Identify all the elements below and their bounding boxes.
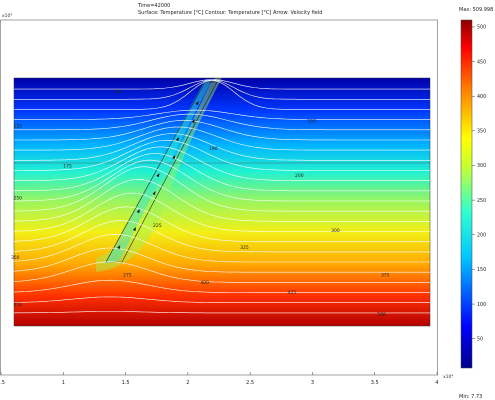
contour-label: 100 (113, 89, 122, 95)
velocity-arrow (152, 190, 156, 196)
x-tick-label: 3 (311, 380, 314, 386)
isotherm-line (14, 79, 430, 100)
contour-labels: 100 125 150 175 190 200 225 250 275 300 325 350 375 4… (11, 89, 390, 318)
x-tick-label: 2 (186, 380, 189, 386)
isotherm-line (14, 220, 430, 253)
plume-warm-band (96, 78, 222, 272)
isotherm-line (14, 311, 430, 314)
contour-label: 250 (13, 196, 22, 202)
velocity-arrows (117, 100, 199, 250)
velocity-arrow (191, 118, 195, 124)
velocity-arrow (117, 244, 121, 250)
colorbar-gradient (460, 19, 473, 369)
colorbar-tick-label: 200 (477, 232, 486, 238)
isotherm-line (14, 247, 430, 273)
contour-label: 125 (13, 124, 22, 130)
velocity-arrow (136, 208, 140, 214)
contour-label: 225 (153, 223, 162, 229)
colorbar-tick-label: 50 (477, 336, 483, 342)
contour-label: 350 (11, 255, 20, 261)
velocity-arrow (175, 136, 180, 142)
isotherm-line (14, 153, 430, 192)
x-tick-label: 2.5 (246, 380, 254, 386)
isotherm-line (14, 126, 430, 151)
x-tick-label: 0.5 (0, 380, 5, 386)
colorbar-max-label: Max: 509.998 (459, 7, 493, 13)
colorbar-tick-label: 400 (477, 94, 486, 100)
x-tick-label: 1.5 (122, 380, 130, 386)
contour-label: 375 (381, 272, 390, 278)
x-tick-label: 3.5 (371, 380, 379, 386)
isotherm-line (14, 233, 430, 263)
plot-description: Surface: Temperature [°C] Contour: Tempe… (138, 10, 323, 16)
contour-label: 450 (13, 302, 22, 308)
contour-label: 500 (377, 312, 386, 318)
x-tick-label: 4 (435, 380, 438, 386)
isotherm-line (14, 166, 430, 212)
plume-anomaly (96, 78, 222, 272)
colorbar-tick-label: 100 (477, 302, 486, 308)
colorbar-ticks: 500 450 400 350 300 250 200 150 100 50 (472, 25, 486, 342)
y-exponent-label: x10⁴ (2, 14, 13, 19)
colorbar: Max: 509.998 Min: 7.73 500 450 400 350 300 25… (459, 7, 493, 400)
velocity-arrow (172, 154, 176, 160)
isotherm-line (14, 133, 430, 161)
isotherm-line (14, 113, 430, 131)
time-label: Time=42000 (138, 3, 171, 9)
x-exponent-label: x10⁴ (443, 375, 454, 380)
colorbar-tick-label: 500 (477, 25, 486, 31)
colorbar-min-label: Min: 7.73 (459, 394, 482, 400)
contour-label: 425 (288, 290, 297, 296)
velocity-arrow (156, 172, 160, 178)
isotherm-line (14, 159, 430, 202)
x-axis: 0.5 1 1.5 2 2.5 3 3.5 4 (0, 372, 439, 386)
contour-label: 400 (200, 280, 209, 286)
isotherm-line (14, 261, 430, 283)
isotherm-line (14, 109, 430, 120)
colorbar-tick-label: 450 (477, 59, 486, 65)
contour-label: 325 (240, 245, 249, 251)
x-tick-label: 1 (62, 380, 65, 386)
isotherm-line (14, 139, 430, 171)
contour-label: 300 (331, 228, 340, 234)
contour-label: 175 (63, 163, 72, 169)
contour-label: 200 (295, 173, 304, 179)
velocity-arrow (195, 100, 199, 106)
isotherm-line (14, 296, 430, 303)
isotherm-line (14, 279, 430, 293)
colorbar-tick-label: 250 (477, 198, 486, 204)
contour-label: 190 (209, 146, 218, 152)
isotherm-line (14, 179, 430, 222)
colorbar-tick-label: 150 (477, 267, 486, 273)
colorbar-tick-label: 350 (477, 129, 486, 135)
isotherm-line (14, 120, 430, 141)
isotherm-line (14, 192, 430, 232)
contour-label: 275 (123, 272, 132, 278)
contour-label: 150 (307, 119, 316, 125)
isotherm-line (14, 146, 430, 181)
velocity-arrow (132, 226, 137, 232)
isotherm-contours (14, 79, 430, 314)
domain-outline (13, 77, 431, 327)
isotherm-line (14, 80, 430, 110)
isotherm-line (14, 79, 430, 90)
plume-core (105, 80, 212, 264)
isotherm-line (14, 206, 430, 242)
colorbar-tick-label: 300 (477, 163, 486, 169)
